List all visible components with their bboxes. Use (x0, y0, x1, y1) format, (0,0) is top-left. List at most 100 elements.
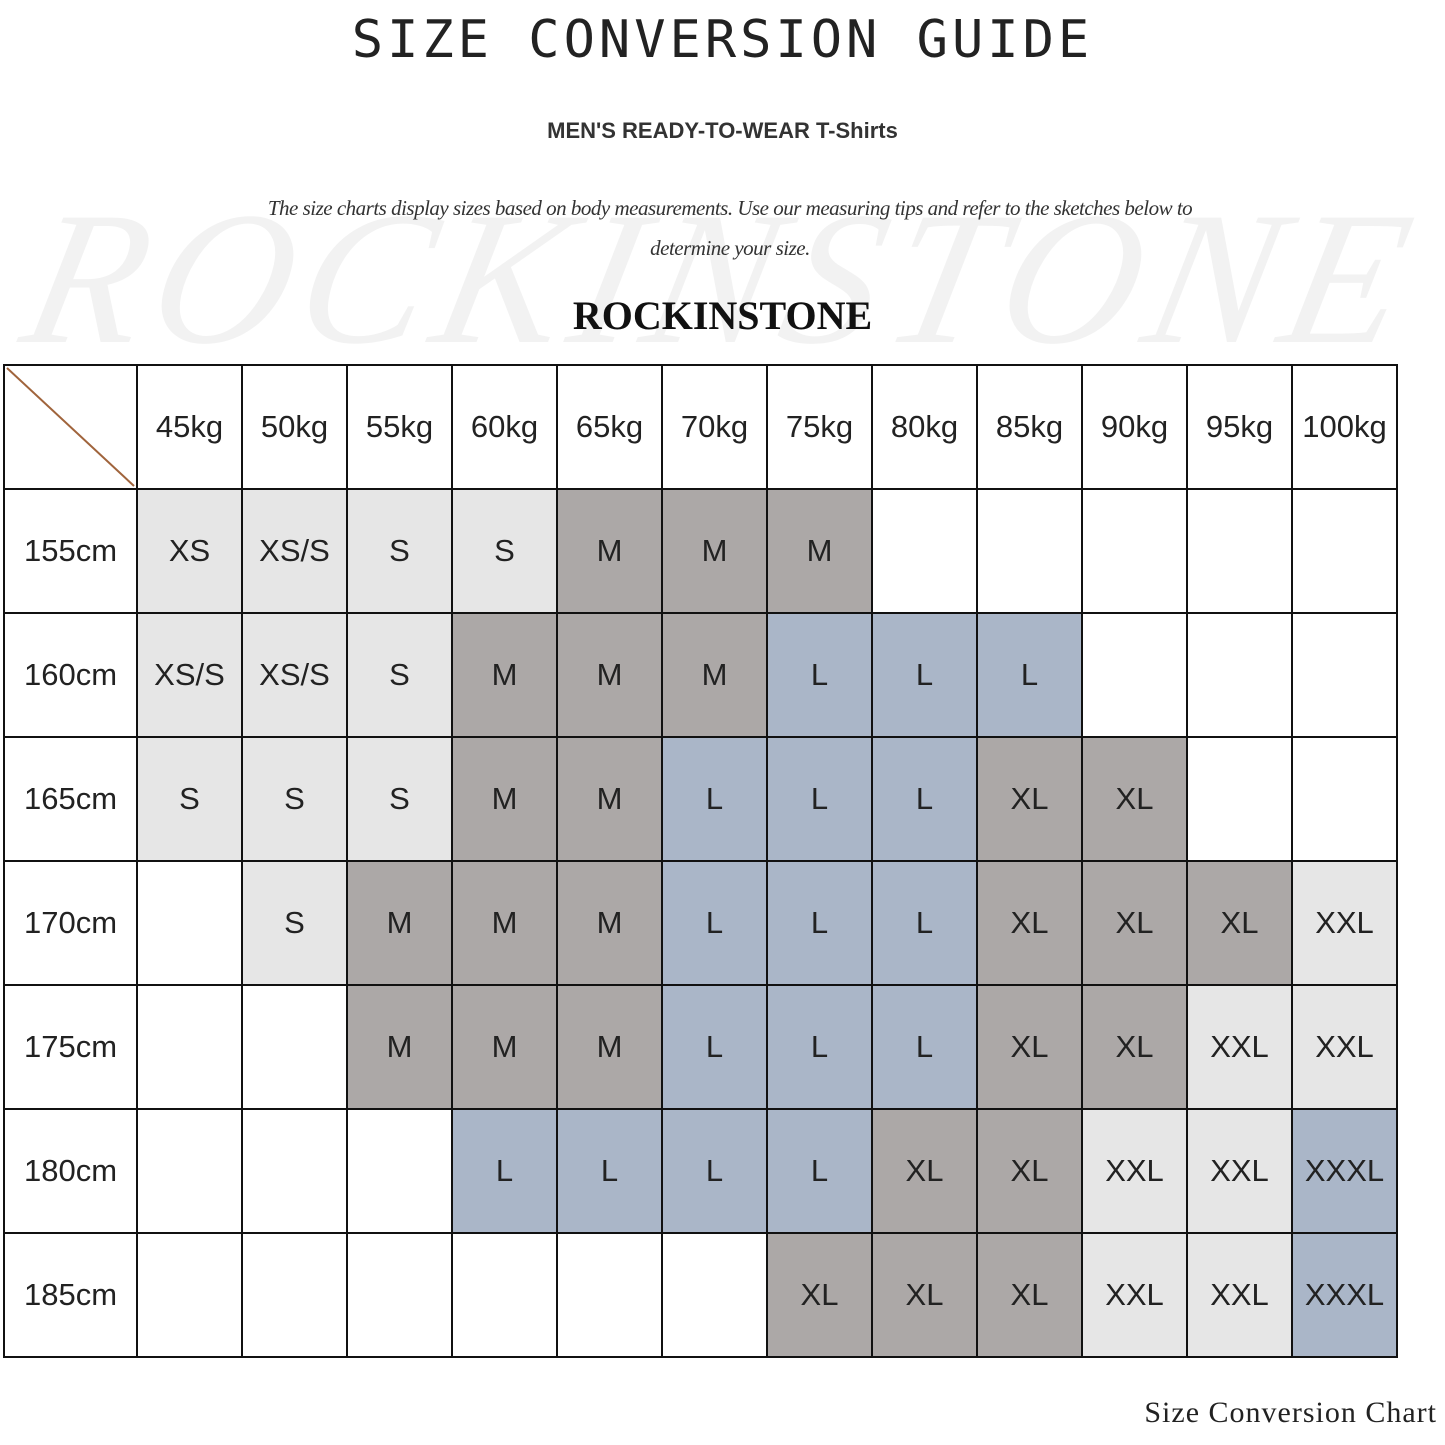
size-cell: XL (976, 984, 1083, 1110)
page-title: SIZE CONVERSION GUIDE (351, 10, 1094, 70)
size-cell: S (346, 736, 453, 862)
height-label: 160cm (3, 612, 138, 738)
size-cell: XXXL (1291, 1232, 1398, 1358)
height-label: 165cm (3, 736, 138, 862)
size-cell: L (556, 1108, 663, 1234)
size-cell: XS/S (241, 612, 348, 738)
size-cell: XL (1081, 984, 1188, 1110)
table-row: 185cm XL XL XL XXL XXL XXXL (3, 1232, 1398, 1358)
subtitle: MEN'S READY-TO-WEAR T-Shirts (547, 118, 898, 143)
size-cell: XXL (1291, 860, 1398, 986)
footer-caption: Size Conversion Chart (1144, 1396, 1437, 1429)
size-cell: XS/S (136, 612, 243, 738)
height-label: 155cm (3, 488, 138, 614)
size-cell: S (451, 488, 558, 614)
size-cell (241, 1232, 348, 1358)
table-row: 180cm L L L L XL XL XXL XXL XXXL (3, 1108, 1398, 1234)
size-cell: XXL (1186, 984, 1293, 1110)
size-cell: L (766, 1108, 873, 1234)
size-cell (346, 1232, 453, 1358)
size-cell: XL (976, 1108, 1083, 1234)
size-cell: XS (136, 488, 243, 614)
size-cell: XXL (1081, 1108, 1188, 1234)
size-cell: XL (766, 1232, 873, 1358)
height-label: 185cm (3, 1232, 138, 1358)
weight-header: 50kg (241, 364, 348, 490)
weight-header: 60kg (451, 364, 558, 490)
size-cell: XXL (1186, 1232, 1293, 1358)
weight-header: 85kg (976, 364, 1083, 490)
size-cell (346, 1108, 453, 1234)
brand-name: ROCKINSTONE (572, 293, 873, 338)
size-cell: M (766, 488, 873, 614)
size-cell: S (241, 860, 348, 986)
size-cell: XL (1081, 736, 1188, 862)
size-cell: XL (871, 1232, 978, 1358)
size-cell: L (661, 984, 768, 1110)
table-row: 175cm M M M L L L XL XL XXL XXL (3, 984, 1398, 1110)
size-cell (556, 1232, 663, 1358)
weight-header: 45kg (136, 364, 243, 490)
weight-header: 100kg (1291, 364, 1398, 490)
size-cell: XXL (1081, 1232, 1188, 1358)
size-cell: XXL (1186, 1108, 1293, 1234)
size-cell: M (661, 612, 768, 738)
table-row: 155cm XS XS/S S S M M M (3, 488, 1398, 614)
size-cell: L (661, 1108, 768, 1234)
description: The size charts display sizes based on b… (267, 196, 1193, 260)
weight-header: 75kg (766, 364, 873, 490)
size-cell: XL (1186, 860, 1293, 986)
corner-cell (3, 364, 138, 490)
size-cell: XL (871, 1108, 978, 1234)
diagonal-line (6, 367, 135, 487)
size-cell: XXL (1291, 984, 1398, 1110)
size-cell (1186, 612, 1293, 738)
size-cell: L (766, 984, 873, 1110)
size-cell (136, 984, 243, 1110)
size-cell: M (451, 612, 558, 738)
size-cell (976, 488, 1083, 614)
size-cell: M (451, 736, 558, 862)
size-cell: M (556, 984, 663, 1110)
size-cell (136, 1108, 243, 1234)
size-cell: M (346, 860, 453, 986)
weight-header: 95kg (1186, 364, 1293, 490)
size-cell: L (766, 612, 873, 738)
size-cell: M (451, 984, 558, 1110)
size-cell: M (556, 736, 663, 862)
weight-header: 70kg (661, 364, 768, 490)
size-cell (1291, 612, 1398, 738)
size-cell (1081, 612, 1188, 738)
size-cell (451, 1232, 558, 1358)
size-cell: XL (976, 736, 1083, 862)
table-row: 160cm XS/S XS/S S M M M L L L (3, 612, 1398, 738)
weight-header: 80kg (871, 364, 978, 490)
size-cell: L (766, 736, 873, 862)
size-cell: L (661, 736, 768, 862)
size-cell: S (346, 488, 453, 614)
size-cell: L (871, 736, 978, 862)
size-cell: XXXL (1291, 1108, 1398, 1234)
size-cell: S (136, 736, 243, 862)
size-cell: M (556, 612, 663, 738)
height-label: 175cm (3, 984, 138, 1110)
size-cell: L (976, 612, 1083, 738)
size-cell (1186, 488, 1293, 614)
size-cell: XL (976, 1232, 1083, 1358)
size-cell (871, 488, 978, 614)
size-cell (661, 1232, 768, 1358)
size-cell (241, 984, 348, 1110)
table-row: 170cm S M M M L L L XL XL XL XXL (3, 860, 1398, 986)
size-cell: M (556, 860, 663, 986)
size-cell (136, 1232, 243, 1358)
size-cell: L (661, 860, 768, 986)
size-cell (1081, 488, 1188, 614)
size-table: 45kg 50kg 55kg 60kg 65kg 70kg 75kg 80kg 85kg 90kg… (3, 364, 1398, 1358)
size-cell: L (871, 984, 978, 1110)
size-cell: S (241, 736, 348, 862)
header-row: 45kg 50kg 55kg 60kg 65kg 70kg 75kg 80kg 85kg 90kg… (3, 364, 1398, 490)
size-cell (241, 1108, 348, 1234)
weight-header: 90kg (1081, 364, 1188, 490)
size-cell: XL (976, 860, 1083, 986)
size-cell: L (451, 1108, 558, 1234)
